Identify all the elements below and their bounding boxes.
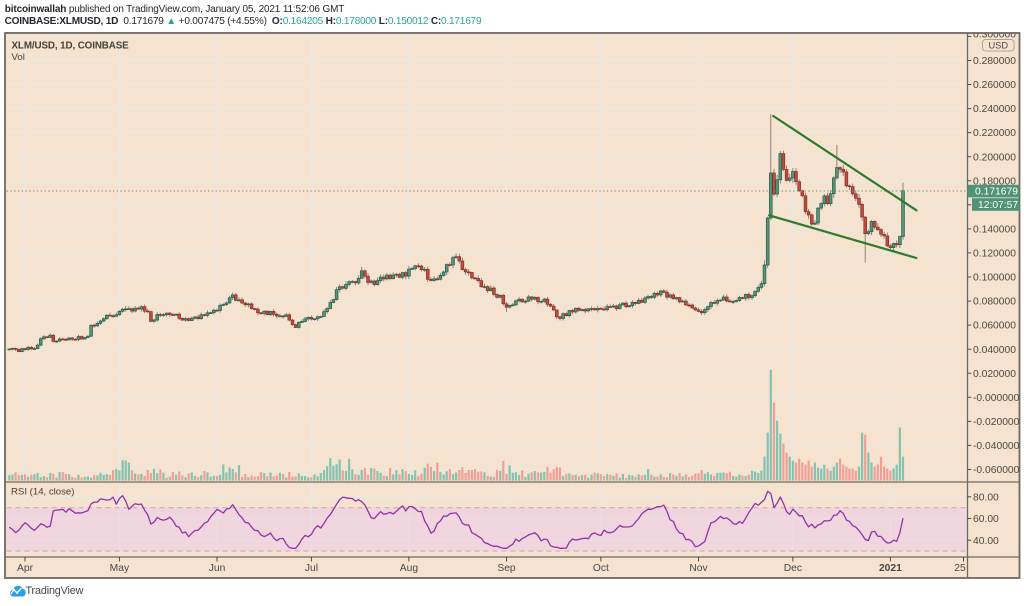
svg-text:12:07:57: 12:07:57: [978, 200, 1018, 211]
svg-text:0.140000: 0.140000: [973, 225, 1016, 236]
svg-text:0.240000: 0.240000: [973, 104, 1016, 115]
svg-text:40.00: 40.00: [973, 536, 999, 547]
svg-text:0.080000: 0.080000: [973, 297, 1016, 308]
svg-text:-0.000000: -0.000000: [973, 393, 1020, 404]
svg-text:RSI (14, close): RSI (14, close): [11, 487, 74, 498]
svg-text:Apr: Apr: [17, 563, 34, 574]
svg-text:60.00: 60.00: [973, 514, 999, 525]
svg-text:0.100000: 0.100000: [973, 273, 1016, 284]
svg-text:0.180000: 0.180000: [973, 176, 1016, 187]
svg-text:-0.040000: -0.040000: [973, 441, 1020, 452]
svg-text:Jul: Jul: [305, 563, 318, 574]
svg-text:0.280000: 0.280000: [973, 56, 1016, 67]
svg-text:-0.020000: -0.020000: [973, 417, 1020, 428]
svg-text:Vol: Vol: [12, 52, 25, 63]
svg-text:-0.060000: -0.060000: [973, 465, 1020, 476]
svg-text:0.171679: 0.171679: [975, 187, 1018, 198]
svg-text:0.200000: 0.200000: [973, 152, 1016, 163]
svg-text:Nov: Nov: [689, 563, 708, 574]
svg-text:80.00: 80.00: [973, 492, 999, 503]
svg-text:0.260000: 0.260000: [973, 80, 1016, 91]
svg-text:USD: USD: [988, 40, 1008, 50]
svg-text:0.040000: 0.040000: [973, 345, 1016, 356]
svg-text:2021: 2021: [879, 563, 902, 574]
svg-text:0.060000: 0.060000: [973, 321, 1016, 332]
svg-text:0.220000: 0.220000: [973, 128, 1016, 139]
svg-text:May: May: [110, 563, 130, 574]
svg-text:Dec: Dec: [784, 563, 802, 574]
svg-text:Sep: Sep: [497, 563, 516, 574]
svg-text:25: 25: [954, 563, 966, 574]
svg-text:Jun: Jun: [209, 563, 226, 574]
svg-text:Oct: Oct: [593, 563, 609, 574]
svg-text:XLM/USD, 1D, COINBASE: XLM/USD, 1D, COINBASE: [12, 41, 130, 52]
svg-text:Aug: Aug: [400, 563, 419, 574]
svg-text:0.020000: 0.020000: [973, 369, 1016, 380]
svg-text:0.120000: 0.120000: [973, 249, 1016, 260]
svg-text:0.300000: 0.300000: [973, 30, 1016, 41]
